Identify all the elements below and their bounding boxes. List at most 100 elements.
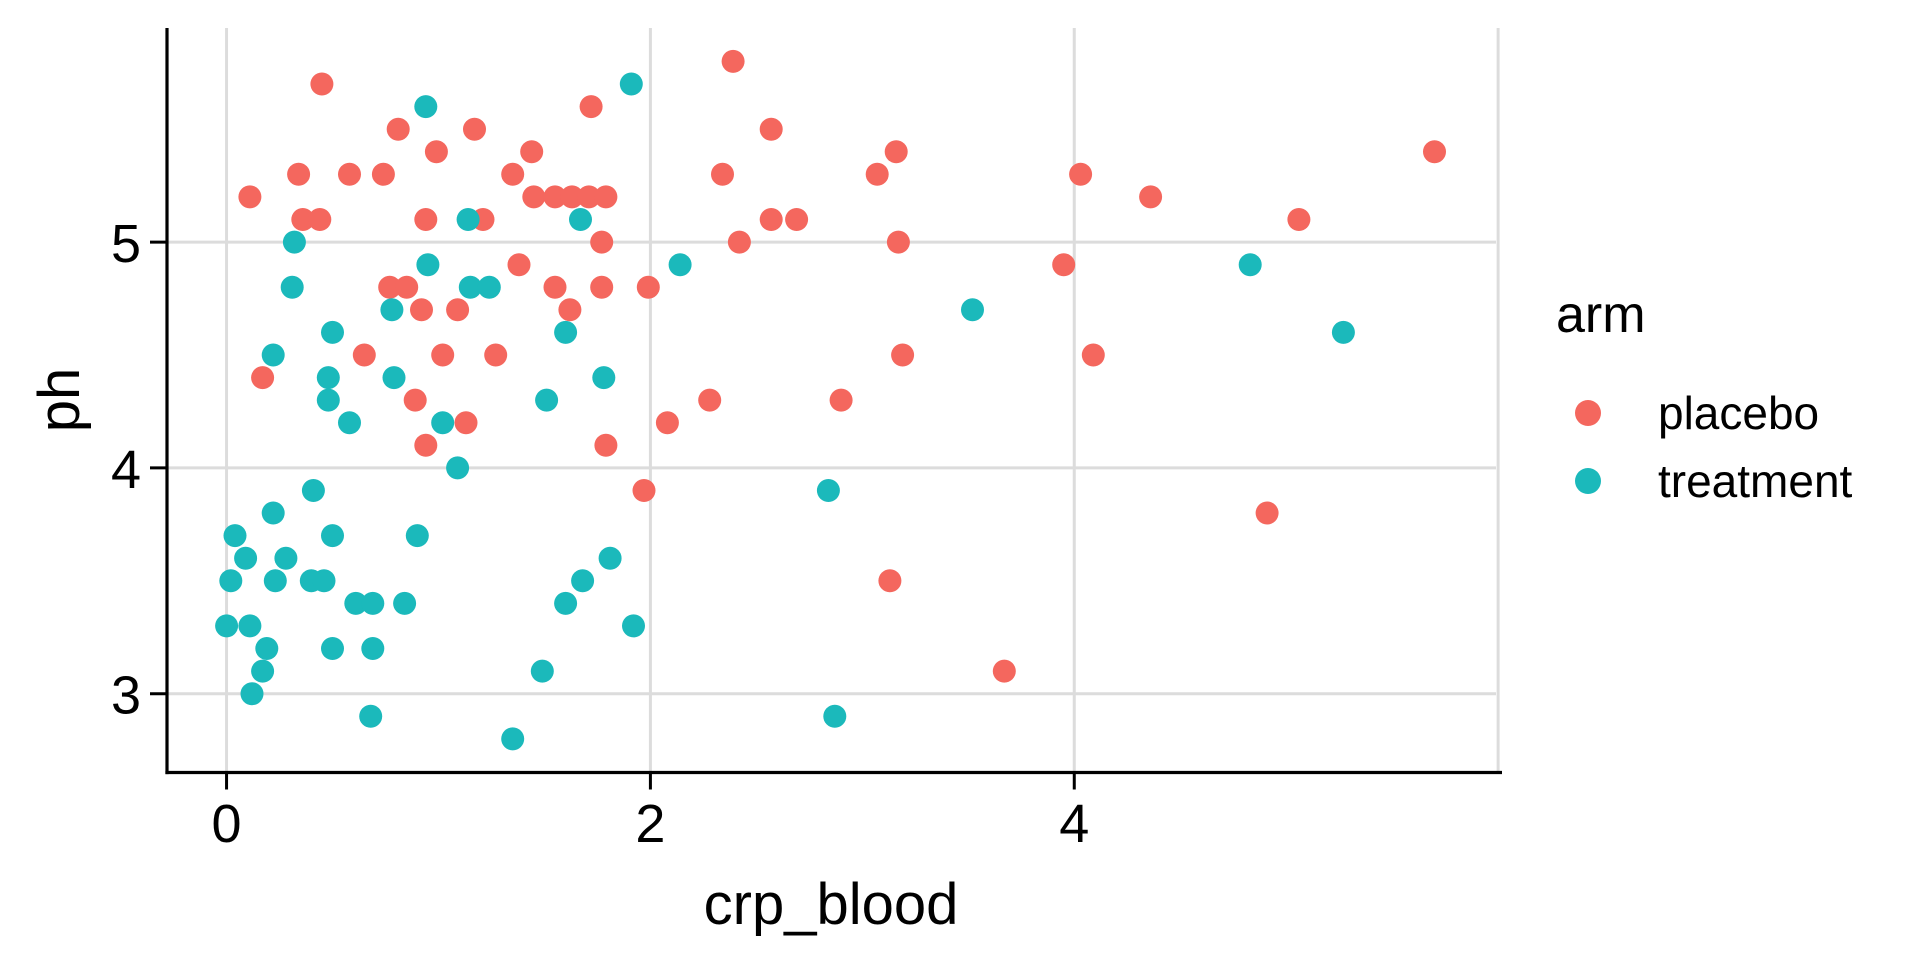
data-point-treatment xyxy=(263,569,287,593)
data-point-treatment xyxy=(569,208,592,231)
data-point-placebo xyxy=(352,343,376,367)
data-point-treatment xyxy=(554,320,578,344)
data-point-placebo xyxy=(865,162,889,186)
data-point-treatment xyxy=(234,546,258,570)
data-point-placebo xyxy=(308,208,332,231)
data-point-placebo xyxy=(522,185,546,209)
data-point-treatment xyxy=(255,637,279,660)
data-point-treatment xyxy=(1331,320,1355,344)
x-axis-title: crp_blood xyxy=(703,872,959,937)
data-point-placebo xyxy=(287,162,311,186)
data-point-placebo xyxy=(1255,501,1279,525)
data-point-placebo xyxy=(577,185,601,209)
data-point-treatment xyxy=(301,479,325,502)
data-point-treatment xyxy=(456,208,480,231)
data-point-placebo xyxy=(829,388,853,412)
data-point-placebo xyxy=(655,411,679,435)
data-point-treatment xyxy=(458,275,482,299)
data-point-placebo xyxy=(238,185,262,209)
data-point-placebo xyxy=(1069,162,1093,186)
data-point-placebo xyxy=(543,275,567,299)
data-point-placebo xyxy=(501,162,525,186)
data-point-treatment xyxy=(1238,253,1262,277)
legend-item-treatment: treatment xyxy=(1556,447,1852,515)
data-point-placebo xyxy=(759,208,783,231)
data-point-placebo xyxy=(410,298,433,322)
data-point-treatment xyxy=(316,388,340,412)
data-point-placebo xyxy=(878,569,902,593)
data-point-treatment xyxy=(321,320,344,344)
data-point-treatment xyxy=(261,501,285,525)
data-point-treatment xyxy=(316,366,340,390)
data-point-placebo xyxy=(386,117,410,141)
data-point-treatment xyxy=(501,727,525,751)
data-point-placebo xyxy=(371,162,395,186)
data-point-placebo xyxy=(395,275,419,299)
data-point-treatment xyxy=(219,569,243,593)
data-point-treatment xyxy=(338,411,361,435)
data-point-placebo xyxy=(463,117,486,141)
legend-label-placebo: placebo xyxy=(1658,387,1820,439)
data-point-placebo xyxy=(543,185,567,209)
y-tick-label: 5 xyxy=(111,214,141,274)
data-point-placebo xyxy=(1287,208,1311,231)
data-point-treatment xyxy=(261,343,285,367)
data-point-treatment xyxy=(238,614,262,638)
data-point-treatment xyxy=(361,637,385,660)
legend-label-treatment: treatment xyxy=(1658,455,1853,507)
data-point-treatment xyxy=(361,591,385,615)
data-point-placebo xyxy=(594,433,618,457)
y-tick-label: 3 xyxy=(111,666,141,726)
placebo-dot-icon xyxy=(1575,400,1601,426)
data-point-treatment xyxy=(530,659,554,683)
data-point-treatment xyxy=(431,411,455,435)
data-point-placebo xyxy=(310,72,334,96)
data-point-placebo xyxy=(884,140,908,164)
data-point-treatment xyxy=(535,388,559,412)
legend-title: arm xyxy=(1556,286,1646,344)
data-point-placebo xyxy=(1139,185,1163,209)
data-point-treatment xyxy=(312,569,336,593)
data-point-treatment xyxy=(344,591,368,615)
data-point-treatment xyxy=(416,253,440,277)
data-point-treatment xyxy=(622,614,645,638)
data-point-placebo xyxy=(1052,253,1076,277)
data-point-placebo xyxy=(520,140,544,164)
data-point-treatment xyxy=(571,569,595,593)
data-point-placebo xyxy=(251,366,275,390)
data-point-placebo xyxy=(414,208,438,231)
data-point-treatment xyxy=(280,275,304,299)
data-point-placebo xyxy=(1081,343,1105,367)
legend: arm placebo treatment xyxy=(1556,285,1852,515)
data-point-placebo xyxy=(446,298,470,322)
data-point-placebo xyxy=(291,208,315,231)
data-point-placebo xyxy=(454,411,478,435)
legend-item-placebo: placebo xyxy=(1556,379,1852,447)
treatment-dot-icon xyxy=(1575,468,1601,494)
data-point-placebo xyxy=(338,162,361,186)
data-point-placebo xyxy=(378,275,402,299)
data-point-placebo xyxy=(579,95,603,119)
data-point-placebo xyxy=(632,479,656,502)
data-point-treatment xyxy=(393,591,417,615)
data-point-treatment xyxy=(477,275,501,299)
data-point-treatment xyxy=(215,614,239,638)
data-point-treatment xyxy=(668,253,692,277)
y-tick-label: 4 xyxy=(111,440,141,500)
data-point-treatment xyxy=(816,479,840,502)
y-axis-title: ph xyxy=(27,367,92,433)
data-point-placebo xyxy=(431,343,455,367)
x-tick-label: 0 xyxy=(212,794,242,854)
data-point-placebo xyxy=(590,230,614,254)
data-point-treatment xyxy=(592,366,616,390)
data-point-treatment xyxy=(240,682,264,706)
data-point-treatment xyxy=(282,230,306,254)
data-point-placebo xyxy=(484,343,508,367)
data-point-placebo xyxy=(891,343,915,367)
data-point-placebo xyxy=(711,162,734,186)
data-point-treatment xyxy=(223,524,247,548)
data-point-treatment xyxy=(823,704,847,728)
data-point-placebo xyxy=(560,185,584,209)
data-point-treatment xyxy=(359,704,383,728)
